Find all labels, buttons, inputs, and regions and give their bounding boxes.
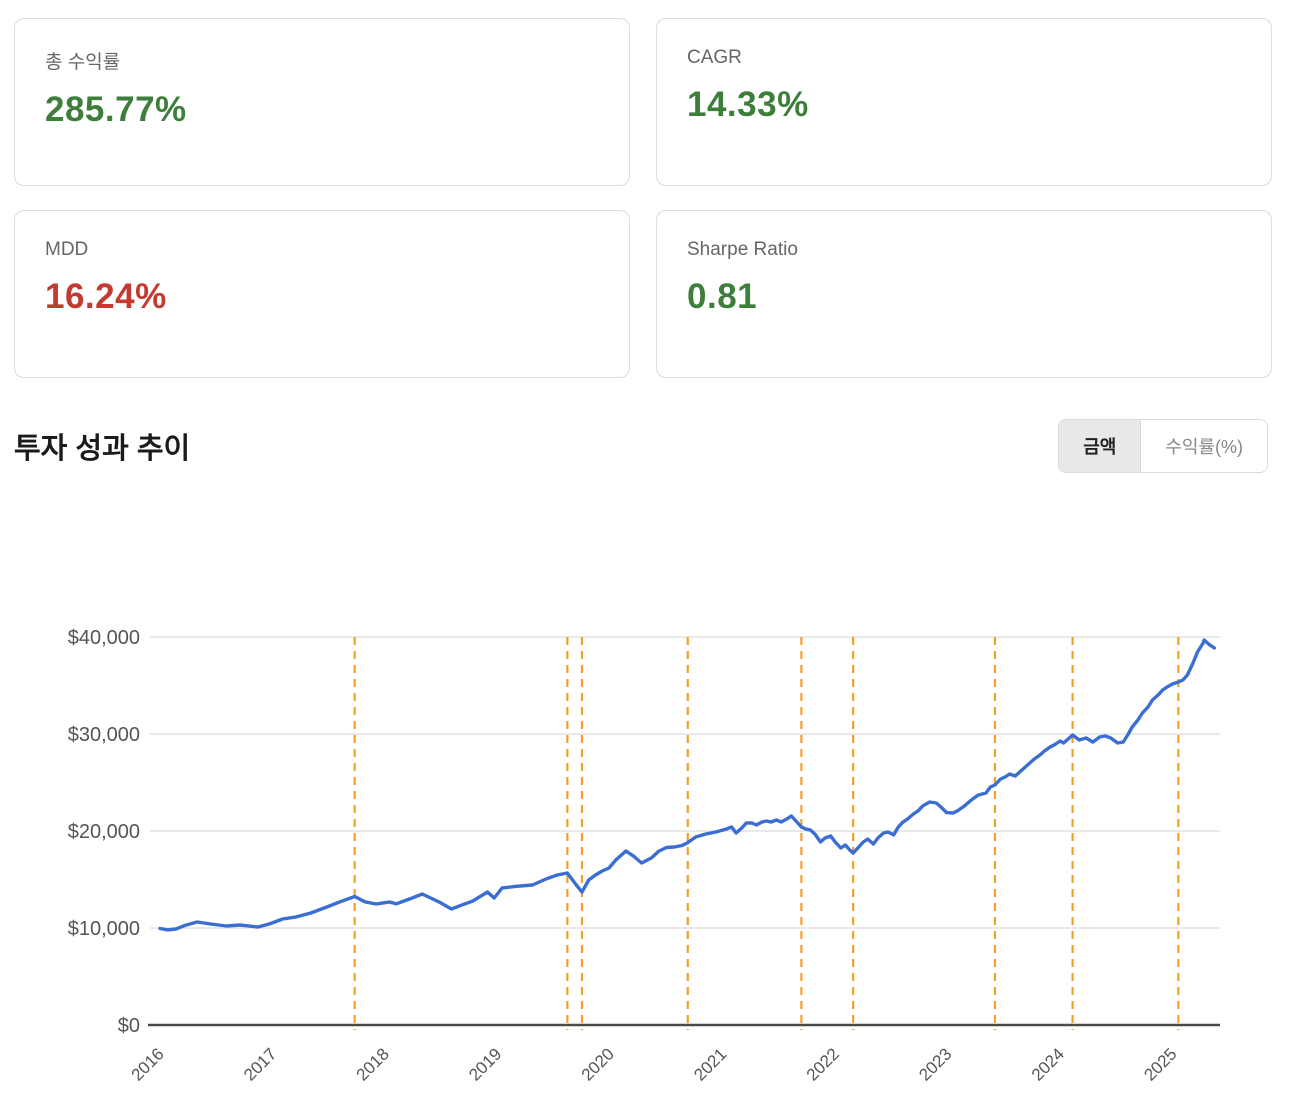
x-axis-label: 2022 <box>803 1044 843 1084</box>
x-axis-label: 2019 <box>465 1044 505 1084</box>
stat-label: MDD <box>45 239 89 260</box>
x-axis-label: 2020 <box>578 1044 618 1084</box>
x-axis-label: 2018 <box>353 1044 393 1084</box>
stats-grid: 총 수익률 285.77% CAGR 14.33% MDD 16.24% Sharpe Ra… <box>14 18 1272 378</box>
x-axis-label: 2017 <box>240 1044 280 1084</box>
stat-value: 285.77% <box>45 90 187 129</box>
stat-label: Sharpe Ratio <box>687 239 798 260</box>
view-toggle: 금액 수익률(%) <box>1058 419 1268 473</box>
y-axis-label: $30,000 <box>68 724 140 746</box>
x-axis-label: 2016 <box>128 1044 168 1084</box>
y-axis-label: $20,000 <box>68 821 140 843</box>
x-axis-label: 2023 <box>915 1044 955 1084</box>
stat-label: CAGR <box>687 47 742 68</box>
toggle-return-button[interactable]: 수익률(%) <box>1141 420 1267 472</box>
stat-value: 16.24% <box>45 277 167 316</box>
x-axis-label: 2025 <box>1140 1044 1180 1084</box>
stat-card: CAGR 14.33% <box>656 18 1272 186</box>
portfolio-value-line <box>158 638 1217 932</box>
stat-card: Sharpe Ratio 0.81 <box>656 210 1272 378</box>
x-axis-label: 2021 <box>690 1044 730 1084</box>
stat-label: 총 수익률 <box>45 52 121 73</box>
y-axis-label: $0 <box>118 1015 140 1037</box>
stat-card: MDD 16.24% <box>14 210 630 378</box>
stat-value: 0.81 <box>687 277 758 316</box>
y-axis-label: $40,000 <box>68 627 140 649</box>
section-title: 투자 성과 추이 <box>14 433 191 465</box>
chart-section-header: 투자 성과 추이 금액 수익률(%) <box>14 419 1268 473</box>
x-axis-label: 2024 <box>1028 1044 1068 1084</box>
performance-chart: $0 $10,000 $20,000 $30,000 $40,000 2016 2017 20… <box>68 627 1220 1085</box>
y-axis-label: $10,000 <box>68 918 140 940</box>
toggle-amount-button[interactable]: 금액 <box>1059 420 1142 472</box>
stat-value: 14.33% <box>687 85 809 124</box>
stat-card: 총 수익률 285.77% <box>14 18 630 186</box>
